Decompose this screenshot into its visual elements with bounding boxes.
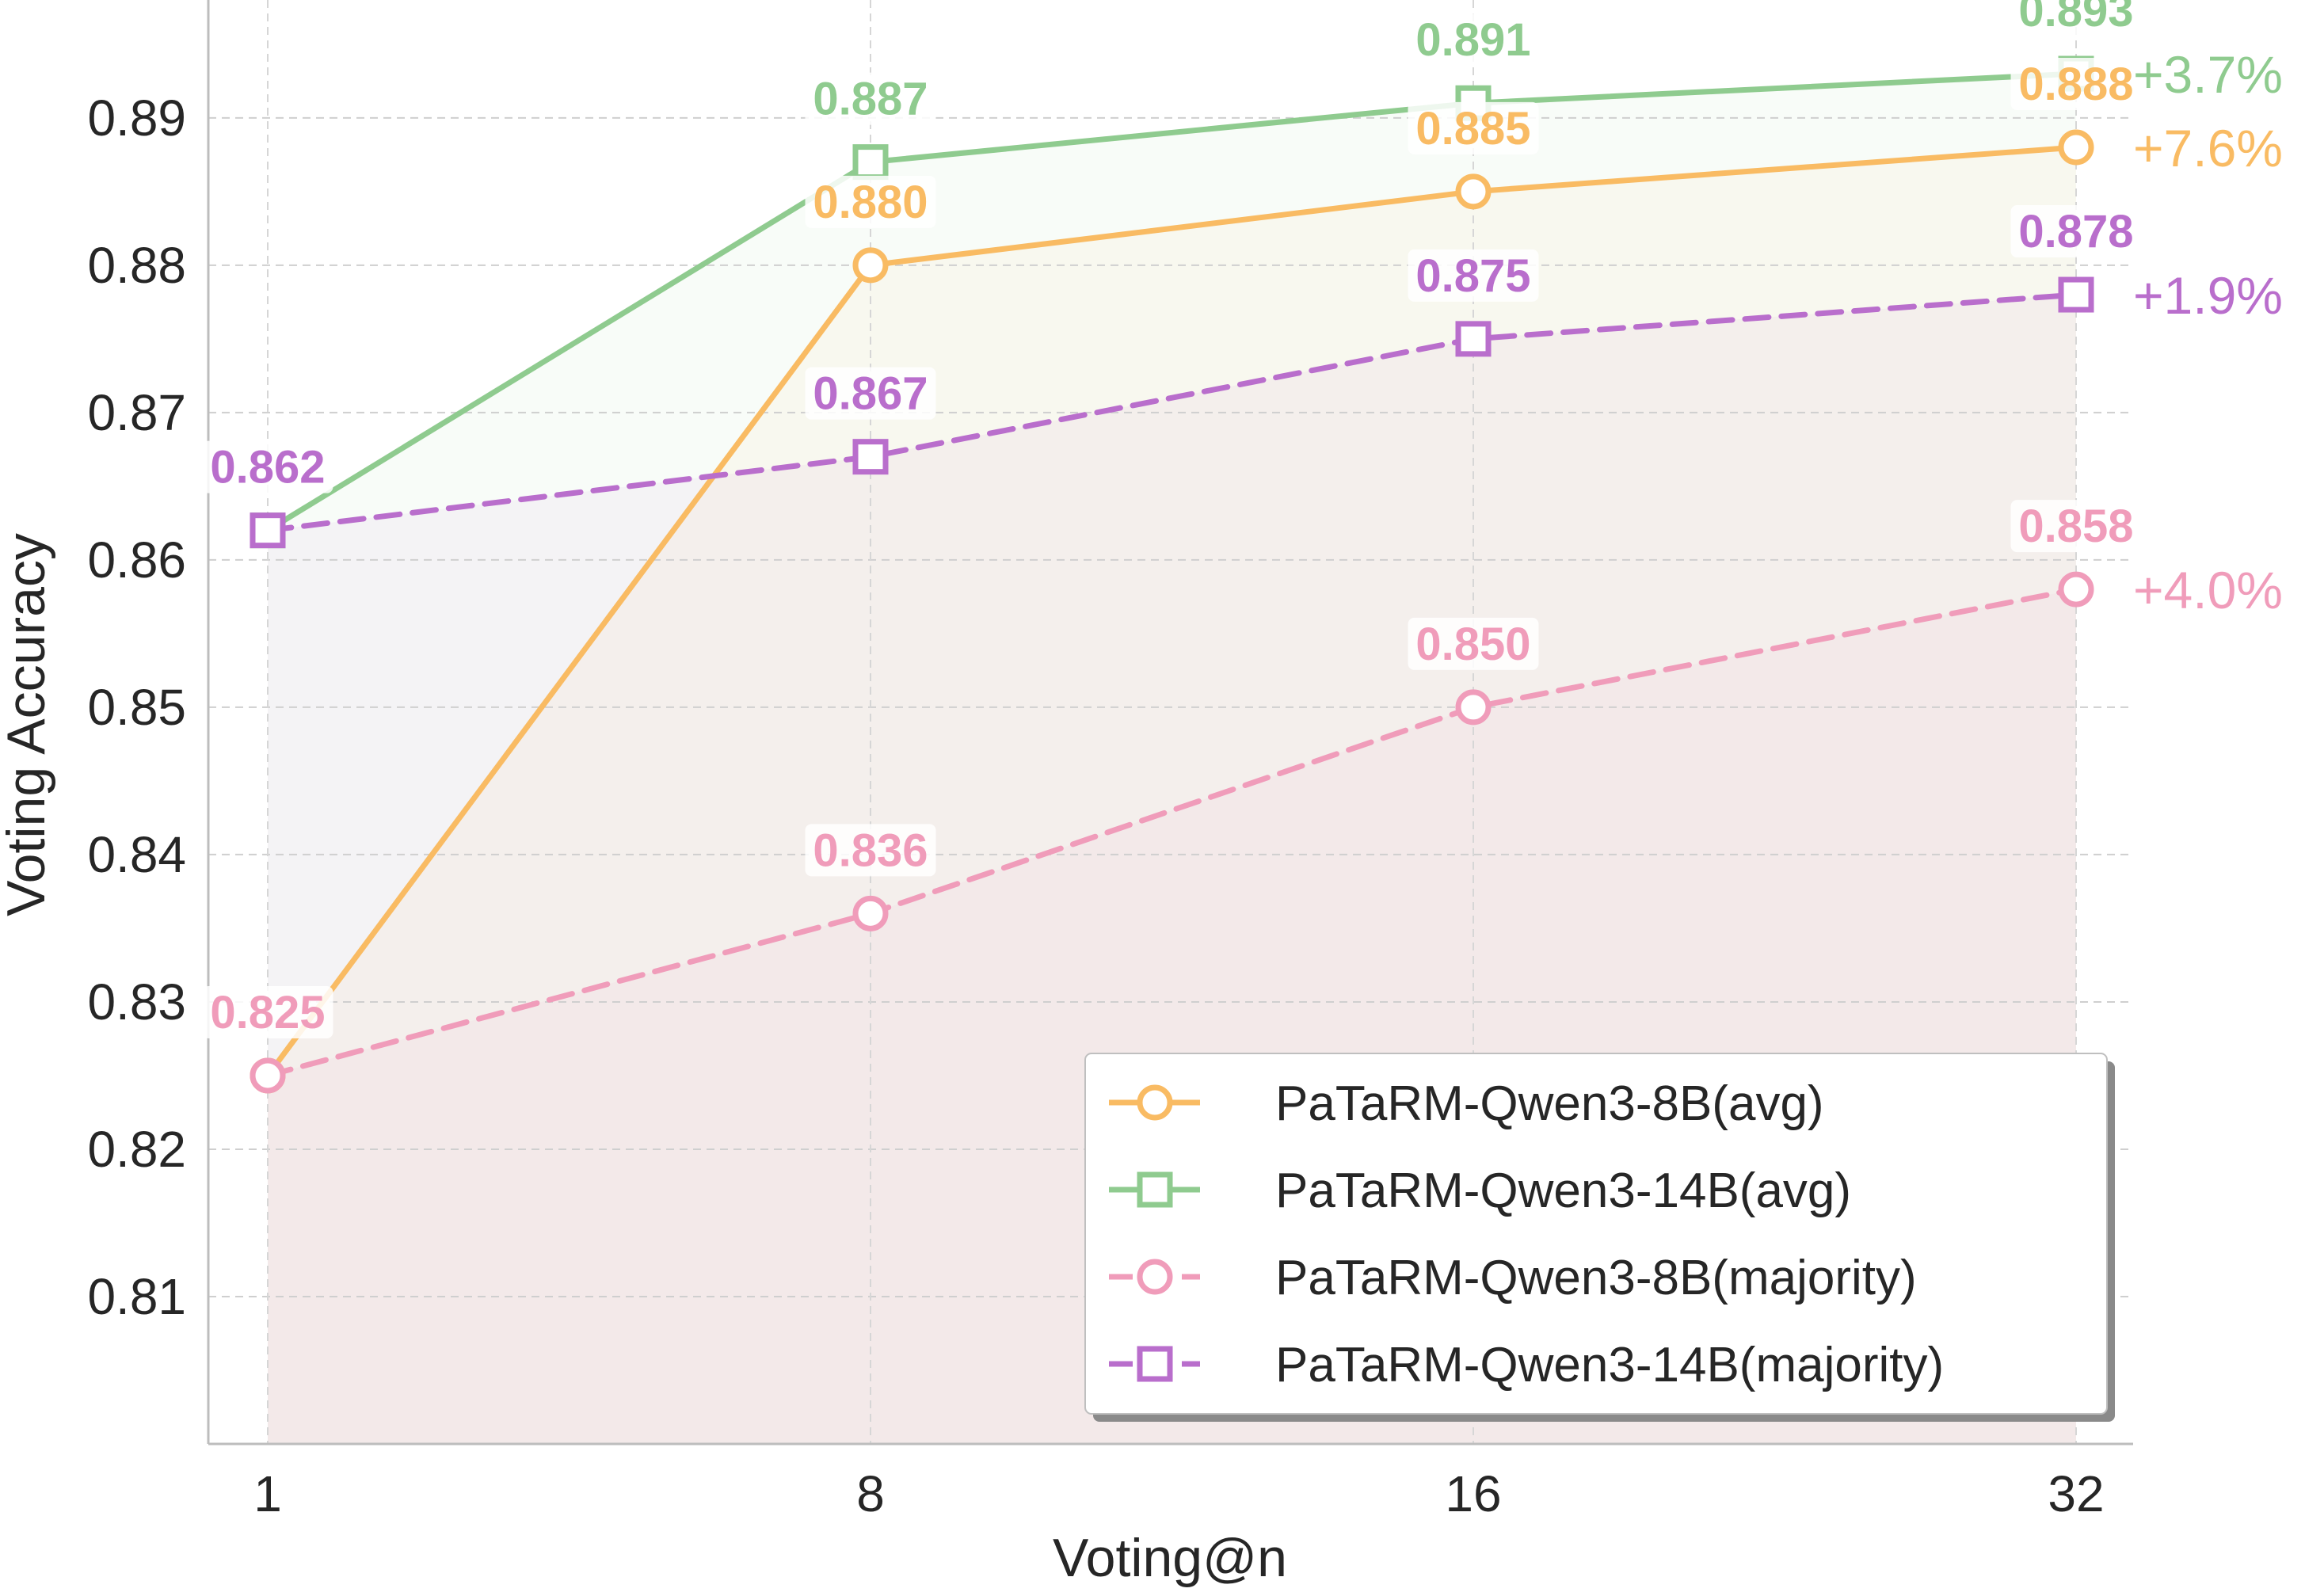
x-tick-label-3: 32 bbox=[2048, 1465, 2104, 1522]
legend-label-3: PaTaRM-Qwen3-14B(majority) bbox=[1275, 1338, 1944, 1392]
y-tick-label-4: 0.85 bbox=[87, 679, 186, 736]
legend-label-2: PaTaRM-Qwen3-8B(majority) bbox=[1275, 1251, 1917, 1305]
data-label-bg-3-3 bbox=[2010, 205, 2142, 258]
legend-label-1: PaTaRM-Qwen3-14B(avg) bbox=[1275, 1164, 1851, 1218]
marker-2-3 bbox=[2058, 571, 2094, 608]
legend: PaTaRM-Qwen3-8B(avg) PaTaRM-Qwen3-14B(avg… bbox=[1084, 1053, 2115, 1422]
y-tick-label-1: 0.82 bbox=[87, 1121, 186, 1178]
marker-1-1 bbox=[852, 144, 889, 181]
data-label-2-2: 0.850 bbox=[1415, 619, 1530, 670]
legend-marker-1 bbox=[1137, 1171, 1173, 1208]
axes: 0.810.820.830.840.850.860.870.880.891 8 16… bbox=[87, 0, 2133, 1522]
y-tick-label-3: 0.84 bbox=[87, 826, 186, 883]
marker-0-3 bbox=[2058, 129, 2094, 166]
data-label-3-3: 0.878 bbox=[2018, 206, 2133, 257]
x-tick-label-0: 1 bbox=[253, 1465, 282, 1522]
x-tick-label-2: 16 bbox=[1445, 1465, 1501, 1522]
data-label-bg-0-3 bbox=[2010, 58, 2142, 111]
marker-2-2 bbox=[1455, 689, 1492, 726]
data-label-2-1: 0.836 bbox=[813, 825, 928, 876]
marker-2-0 bbox=[250, 1057, 286, 1094]
data-label-bg-2-3 bbox=[2010, 500, 2142, 553]
data-label-1-3: 0.893 bbox=[2018, 0, 2133, 36]
x-tick-label-1: 8 bbox=[856, 1465, 885, 1522]
gain-label-2: +4.0% bbox=[2133, 561, 2283, 619]
data-label-bg-0-2 bbox=[1408, 101, 1539, 154]
data-label-bg-2-0 bbox=[202, 985, 333, 1038]
data-label-1-1: 0.887 bbox=[813, 74, 928, 125]
data-label-2-3: 0.858 bbox=[2018, 501, 2133, 552]
y-tick-label-8: 0.89 bbox=[87, 90, 186, 147]
marker-3-1 bbox=[852, 439, 889, 475]
data-label-bg-3-1 bbox=[805, 367, 936, 420]
data-label-3-1: 0.867 bbox=[813, 368, 928, 420]
marker-3-3 bbox=[2058, 276, 2094, 313]
marker-0-1 bbox=[852, 247, 889, 284]
y-tick-label-2: 0.83 bbox=[87, 973, 186, 1030]
data-label-bg-1-2 bbox=[1408, 13, 1539, 67]
marker-3-2 bbox=[1455, 321, 1492, 357]
data-label-3-2: 0.875 bbox=[1415, 250, 1530, 302]
data-label-2-0: 0.825 bbox=[210, 987, 325, 1038]
legend-marker-0 bbox=[1137, 1084, 1173, 1121]
series-line-2 bbox=[265, 586, 2079, 1079]
legend-box bbox=[1084, 1053, 2108, 1415]
x-axis-title: Voting@n bbox=[1053, 1528, 1287, 1588]
y-tick-label-5: 0.86 bbox=[87, 531, 186, 589]
y-tick-label-7: 0.88 bbox=[87, 237, 186, 294]
data-label-bg-2-1 bbox=[805, 824, 936, 877]
y-tick-label-6: 0.87 bbox=[87, 384, 186, 441]
data-label-1-2: 0.891 bbox=[1415, 14, 1530, 66]
data-label-bg-1-3 bbox=[2010, 0, 2142, 37]
data-label-bg-0-1 bbox=[805, 175, 936, 228]
data-label-0-3: 0.888 bbox=[2018, 59, 2133, 110]
data-label-3-0: 0.862 bbox=[210, 442, 325, 493]
y-axis-title: Voting Accuracy bbox=[0, 533, 56, 916]
legend-marker-3 bbox=[1137, 1346, 1173, 1382]
series-line-3 bbox=[265, 291, 2079, 534]
marker-0-2 bbox=[1455, 173, 1492, 210]
legend-label-0: PaTaRM-Qwen3-8B(avg) bbox=[1275, 1076, 1824, 1131]
gain-label-0: +7.6% bbox=[2133, 119, 2283, 177]
data-label-0-2: 0.885 bbox=[1415, 103, 1530, 154]
series-line-1 bbox=[265, 70, 2079, 534]
series-lines bbox=[265, 70, 2079, 1079]
data-labels: 0.880 0.885 0.888 0.887 0.891 0.893 0.825 0.836… bbox=[202, 0, 2283, 1038]
marker-2-1 bbox=[852, 895, 889, 931]
legend-marker-2 bbox=[1137, 1259, 1173, 1295]
gain-label-3: +1.9% bbox=[2133, 266, 2283, 325]
data-label-0-1: 0.880 bbox=[813, 177, 928, 228]
data-label-bg-1-1 bbox=[805, 72, 936, 125]
gain-label-1: +3.7% bbox=[2133, 45, 2283, 104]
data-label-bg-3-2 bbox=[1408, 249, 1539, 302]
marker-3-0 bbox=[250, 512, 286, 549]
data-label-bg-3-0 bbox=[202, 440, 333, 493]
data-label-bg-2-2 bbox=[1408, 617, 1539, 670]
y-tick-label-0: 0.81 bbox=[87, 1268, 186, 1325]
series-line-0 bbox=[265, 144, 2079, 1079]
